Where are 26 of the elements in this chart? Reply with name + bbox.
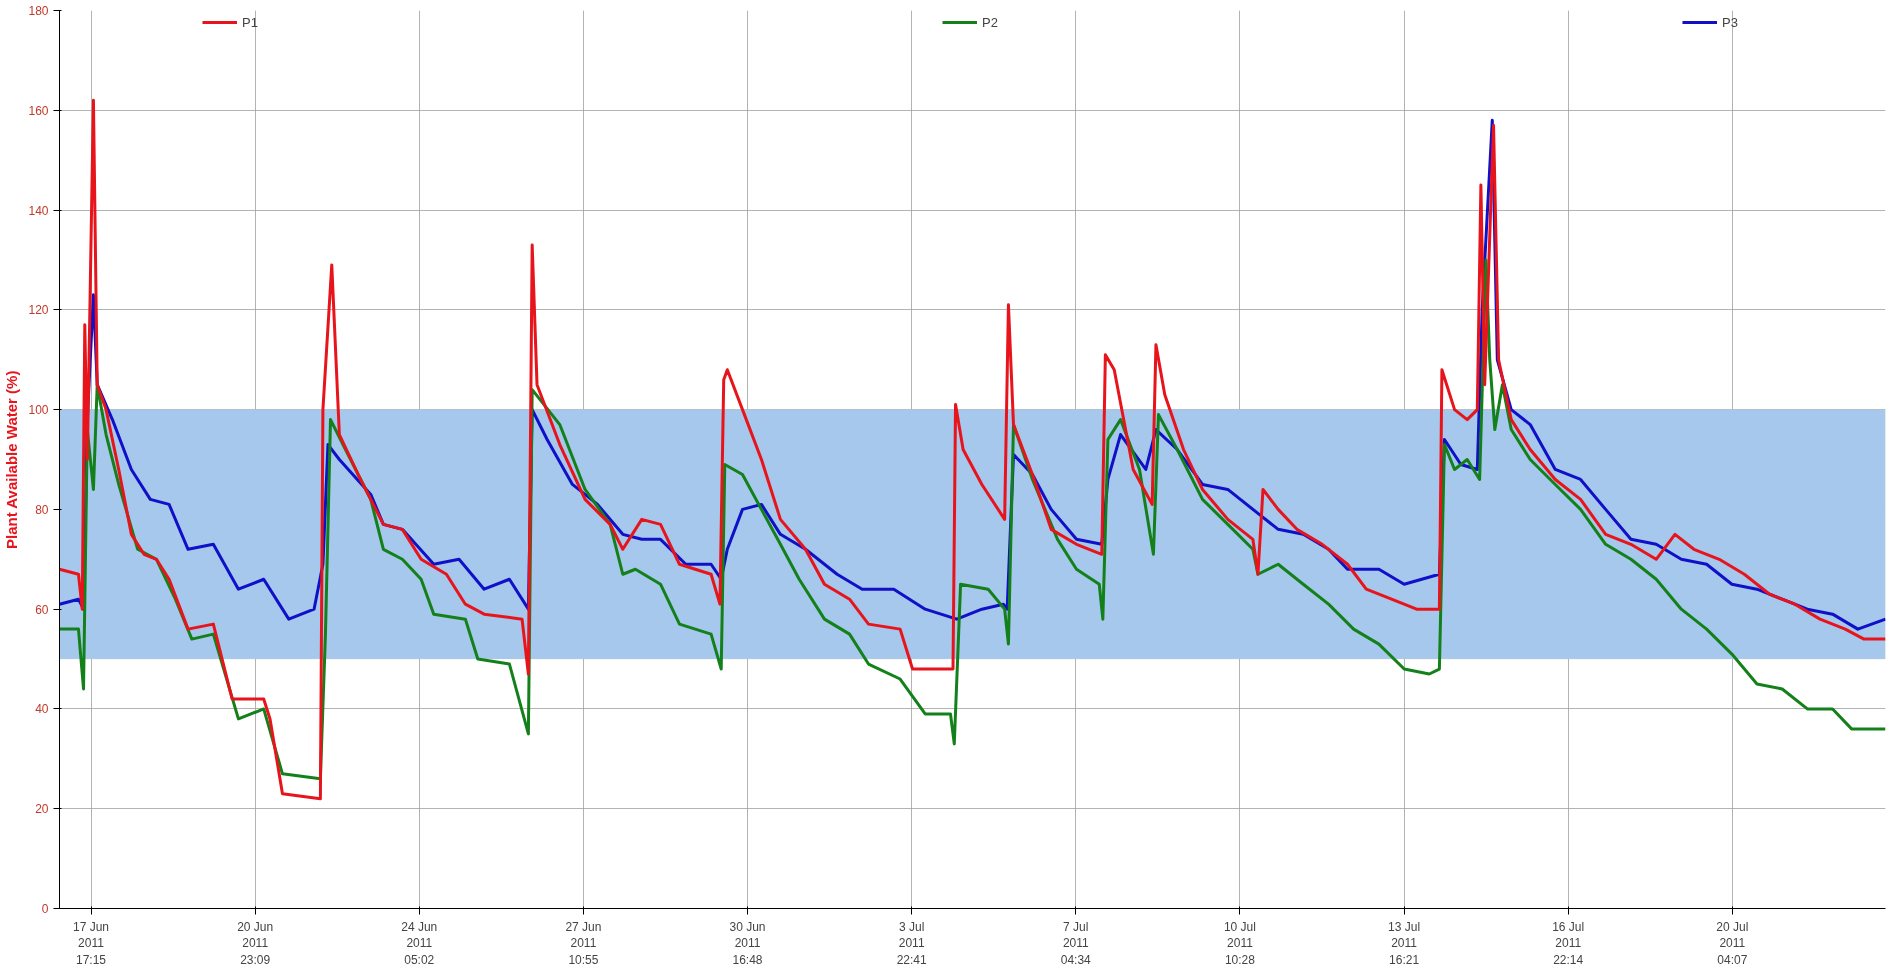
y-tick-label: 120 [28,303,49,318]
legend-label: P1 [242,14,259,30]
y-tick-label: 180 [28,4,49,18]
y-tick-label: 40 [35,702,49,717]
y-axis-title: Plant Available Water (%) [3,370,21,549]
x-tick-label: 7 Jul 2011 04:34 [1060,919,1092,968]
x-tick-label: 20 Jun 2011 23:09 [237,919,274,968]
y-tick-label: 0 [41,902,49,916]
y-tick-label: 100 [28,403,49,418]
x-tick-label: 16 Jul 2011 22:14 [1552,919,1585,968]
legend-label: P2 [982,14,999,30]
y-tick-label: 20 [35,802,49,817]
line-series [59,98,1886,801]
x-tick-label: 30 Jun 2011 16:48 [729,919,766,968]
y-tick-label: 160 [28,103,49,118]
legend-label: P3 [1722,14,1739,30]
x-tick-label: 24 Jun 2011 05:02 [401,919,438,968]
x-tick-label: 13 Jul 2011 16:21 [1388,919,1421,968]
x-tick-label: 20 Jul 2011 04:07 [1716,919,1749,968]
x-tick-label: 10 Jul 2011 10:28 [1223,919,1256,968]
y-tick-label: 140 [28,203,49,218]
x-tick-label: 27 Jun 2011 10:55 [565,919,602,968]
y-tick-label: 60 [35,602,49,617]
x-tick-label: 17 Jun 2011 17:15 [72,919,110,968]
y-tick-label: 80 [35,502,49,517]
x-tick-label: 3 Jul 2011 22:41 [896,919,928,968]
